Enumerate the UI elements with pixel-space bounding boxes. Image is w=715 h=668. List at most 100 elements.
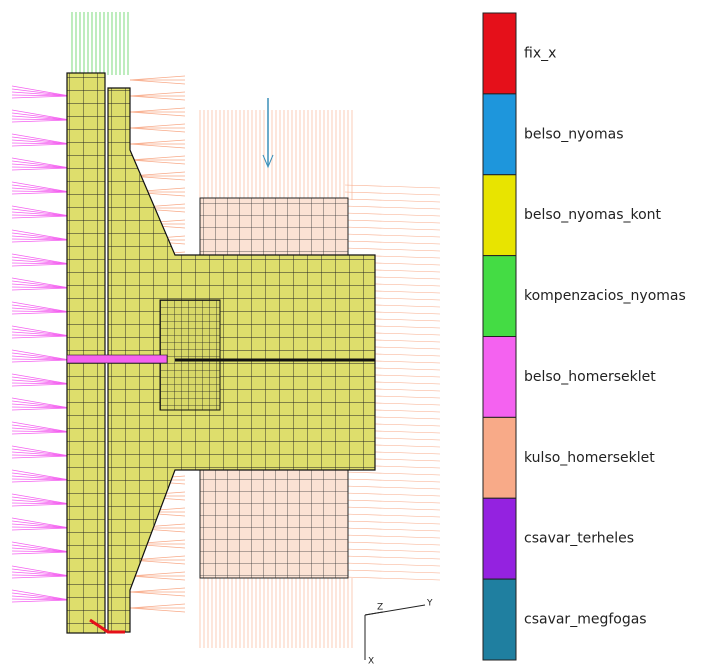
arrow-salmon bbox=[345, 479, 440, 482]
arrow-salmon bbox=[130, 608, 185, 612]
arrow-pink bbox=[12, 408, 70, 410]
bolt-lower bbox=[200, 470, 348, 578]
arrow-salmon bbox=[130, 144, 185, 148]
legend-label: belso_nyomas_kont bbox=[524, 207, 662, 223]
arrow-pink bbox=[12, 326, 70, 336]
arrow-pink bbox=[12, 384, 70, 386]
arrow-salmon bbox=[345, 192, 440, 195]
arrow-pink bbox=[12, 456, 70, 458]
arrow-pink bbox=[12, 206, 70, 216]
arrow-salmon bbox=[130, 156, 185, 160]
arrow-pink bbox=[12, 230, 70, 240]
legend-swatch bbox=[483, 175, 516, 256]
arrow-pink bbox=[12, 494, 70, 504]
arrow-pink bbox=[12, 432, 70, 434]
legend-label: belso_nyomas bbox=[524, 126, 623, 142]
arrow-pink bbox=[12, 254, 70, 264]
arrow-salmon bbox=[130, 80, 185, 84]
arrow-salmon bbox=[345, 220, 440, 223]
legend-label: csavar_terheles bbox=[524, 531, 634, 547]
arrow-pink bbox=[12, 542, 70, 552]
arrow-salmon bbox=[345, 227, 440, 230]
legend-swatch bbox=[483, 579, 516, 660]
arrow-pink bbox=[12, 446, 70, 456]
legend-label: fix_x bbox=[524, 45, 556, 61]
arrow-salmon bbox=[345, 535, 440, 538]
arrow-pink bbox=[12, 350, 70, 360]
arrow-salmon bbox=[345, 563, 440, 566]
arrow-pink bbox=[12, 182, 70, 192]
arrow-pink bbox=[12, 360, 70, 362]
arrow-pink bbox=[12, 566, 70, 576]
arrow-salmon bbox=[345, 528, 440, 531]
arrow-pink bbox=[12, 158, 70, 168]
arrow-pink bbox=[12, 86, 70, 96]
arrow-salmon bbox=[345, 248, 440, 251]
arrow-salmon bbox=[345, 241, 440, 244]
arrow-salmon bbox=[345, 542, 440, 545]
arrow-pink bbox=[12, 168, 70, 170]
arrow-salmon bbox=[130, 588, 185, 592]
arrow-pink bbox=[12, 480, 70, 482]
arrow-pink bbox=[12, 110, 70, 120]
arrow-pink bbox=[12, 470, 70, 480]
arrow-salmon bbox=[345, 549, 440, 552]
arrow-salmon bbox=[345, 570, 440, 573]
arrow-pink bbox=[12, 216, 70, 218]
arrow-pink bbox=[12, 422, 70, 432]
arrow-salmon bbox=[345, 486, 440, 489]
legend-label: kompenzacios_nyomas bbox=[524, 288, 686, 304]
arrow-pink bbox=[12, 576, 70, 578]
arrow-pink bbox=[12, 312, 70, 314]
arrow-salmon bbox=[345, 521, 440, 524]
arrow-pink bbox=[12, 528, 70, 530]
arrow-pink bbox=[12, 504, 70, 506]
arrow-pink bbox=[12, 336, 70, 338]
arrow-salmon bbox=[130, 76, 185, 80]
page: Z Y X fix_xbelso_nyomasbelso_nyomas_kont… bbox=[0, 0, 715, 668]
fem-view: Z Y X fix_xbelso_nyomasbelso_nyomas_kont… bbox=[0, 0, 715, 668]
legend-label: kulso_homerseklet bbox=[524, 450, 655, 466]
arrow-salmon bbox=[345, 507, 440, 510]
legend-swatch bbox=[483, 256, 516, 337]
arrow-pink bbox=[12, 552, 70, 554]
arrow-pink bbox=[12, 374, 70, 384]
plate-mesh bbox=[67, 73, 105, 633]
slot-mesh bbox=[160, 300, 220, 410]
arrow-salmon bbox=[345, 213, 440, 216]
triad-label: Z bbox=[377, 603, 383, 613]
legend-swatch bbox=[483, 94, 516, 175]
arrow-salmon bbox=[345, 199, 440, 202]
arrow-salmon bbox=[130, 572, 185, 576]
legend-swatch bbox=[483, 417, 516, 498]
arrow-salmon bbox=[130, 128, 185, 132]
arrow-salmon bbox=[130, 124, 185, 128]
arrow-salmon bbox=[130, 96, 185, 100]
arrow-salmon bbox=[345, 472, 440, 475]
arrow-salmon bbox=[130, 108, 185, 112]
arrow-salmon bbox=[345, 234, 440, 237]
arrow-pink bbox=[12, 96, 70, 98]
arrow-pink bbox=[12, 192, 70, 194]
arrow-pink bbox=[12, 302, 70, 312]
arrow-salmon bbox=[130, 140, 185, 144]
arrow-pink bbox=[12, 398, 70, 408]
arrow-pink bbox=[12, 518, 70, 528]
arrow-pink bbox=[12, 590, 70, 600]
bolt-upper bbox=[200, 198, 348, 256]
arrow-pink bbox=[12, 144, 70, 146]
gap bbox=[67, 355, 167, 363]
arrow-salmon bbox=[130, 592, 185, 596]
arrow-salmon bbox=[130, 604, 185, 608]
arrow-salmon bbox=[130, 112, 185, 116]
arrow-pink bbox=[12, 264, 70, 266]
arrow-salmon bbox=[345, 500, 440, 503]
arrow-salmon bbox=[345, 493, 440, 496]
arrow-salmon bbox=[345, 514, 440, 517]
arrow-pink bbox=[12, 288, 70, 290]
arrow-pink bbox=[12, 278, 70, 288]
legend: fix_x belso_nyomas belso_nyomas_kontkompen… bbox=[483, 13, 686, 660]
triad-label: X bbox=[368, 657, 374, 667]
arrow-salmon bbox=[345, 206, 440, 209]
legend-label: csavar_megfogas bbox=[524, 612, 647, 628]
